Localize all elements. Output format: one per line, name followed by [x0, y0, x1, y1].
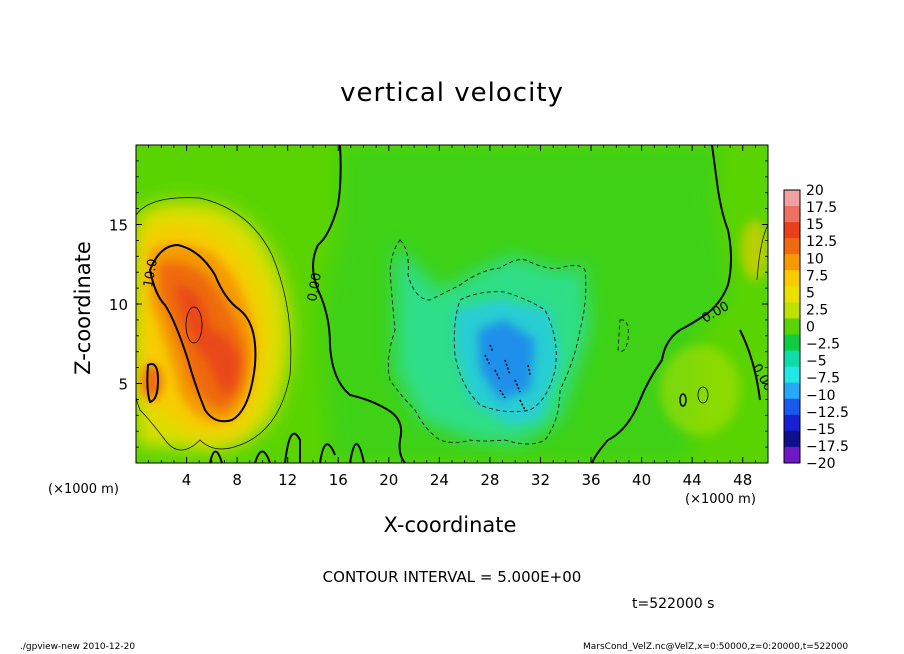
x-tick-label: 28	[480, 471, 499, 489]
x-axis-ticks: 4 8 12 16 20 24 28 32 36 40 44 48	[148, 145, 756, 489]
colorbar-swatch	[784, 398, 800, 416]
colorbar-swatch	[784, 446, 800, 464]
footer-right: MarsCond_VelZ.nc@VelZ,x=0:50000,z=0:2000…	[583, 642, 849, 652]
x-tick-label: 4	[182, 471, 192, 489]
y-axis-label: Z-coordinate	[71, 241, 95, 375]
colorbar-swatch	[784, 350, 800, 368]
x-tick-label: 36	[581, 471, 600, 489]
colorbar-swatch	[784, 254, 800, 271]
contour-minus-5	[387, 239, 587, 445]
zero-loop-5	[209, 450, 223, 463]
x-tick-label: 20	[379, 471, 398, 489]
colorbar-label: −2.5	[806, 337, 840, 353]
colorbar-label: −12.5	[806, 405, 849, 421]
y-tick-label: 5	[118, 376, 128, 394]
colorbar-label: −7.5	[806, 371, 840, 387]
colorbar-swatch	[784, 430, 800, 448]
colorbar-swatch	[784, 334, 800, 352]
zero-loop-2	[284, 432, 301, 463]
zero-loop-6	[679, 393, 687, 407]
colorbar-label: −10	[806, 388, 836, 404]
colorbar-label: 12.5	[806, 234, 837, 250]
contour-10-small	[146, 363, 160, 404]
colorbar-swatch	[784, 206, 800, 223]
colorbar-swatch	[784, 414, 800, 432]
contour-5-right	[697, 386, 709, 404]
contour-label-10: 10.0	[141, 258, 161, 289]
colorbar-label: 0	[806, 320, 815, 336]
colorbar-swatch	[784, 238, 800, 255]
y-axis-ticks: 5 10 15	[109, 160, 768, 448]
contour-15	[185, 306, 203, 344]
contour-10	[148, 243, 257, 423]
x-tick-label: 44	[683, 471, 702, 489]
footer-left: ./gpview-new 2010-12-20	[20, 642, 136, 652]
colorbar-label: −20	[806, 456, 836, 472]
colorbar-label: 15	[806, 217, 824, 233]
colorbar-label: 2.5	[806, 302, 828, 318]
zero-right-edge	[739, 329, 761, 401]
contour-label-zero-1: 0.00	[305, 272, 325, 303]
x-tick-label: 16	[329, 471, 348, 489]
x-tick-label: 24	[430, 471, 449, 489]
colorbar-frame	[783, 189, 801, 464]
colorbar-swatch	[784, 302, 800, 319]
updraft-peak	[175, 285, 210, 360]
right-edge-warm	[741, 220, 768, 280]
contour-minus-5-right	[617, 319, 629, 352]
colorbar-swatch	[784, 318, 800, 336]
x-unit-label-left: (×1000 m)	[48, 482, 119, 497]
velocity-field: 10.0 0.00 0.00 0.00	[136, 145, 768, 463]
edge-updraft	[142, 364, 162, 400]
contour-zero-left	[312, 145, 406, 463]
contour-5-right-edge	[756, 224, 768, 281]
colorbar-swatch	[784, 190, 800, 207]
colorbar-label: 20	[806, 183, 824, 199]
updraft-peak-2	[205, 330, 240, 395]
colorbar-swatch	[784, 270, 800, 287]
colorbar-swatch	[784, 222, 800, 239]
y-tick-label: 10	[109, 296, 128, 314]
time-label: t=522000 s	[632, 596, 715, 612]
x-tick-label: 32	[531, 471, 550, 489]
colorbar-label: 10	[806, 251, 824, 267]
colorbar-swatch	[784, 382, 800, 400]
colorbar-label: −15	[806, 422, 836, 438]
x-unit-label-right: (×1000 m)	[685, 492, 756, 507]
x-tick-label: 12	[278, 471, 297, 489]
colorbar-label: 7.5	[806, 268, 828, 284]
chart-title: vertical velocity	[340, 78, 564, 108]
colorbar-label: −17.5	[806, 439, 849, 455]
colorbar-swatch	[784, 366, 800, 384]
y-tick-label: 15	[109, 217, 128, 235]
contour-interval-text: CONTOUR INTERVAL = 5.000E+00	[322, 568, 582, 586]
x-tick-label: 8	[232, 471, 242, 489]
contour-minus-5-inner	[453, 291, 557, 413]
right-low-warm	[660, 345, 740, 435]
x-tick-label: 48	[733, 471, 752, 489]
zero-loop-3	[319, 443, 336, 463]
colorbar-label: −5	[806, 354, 827, 370]
x-axis-label: X-coordinate	[383, 513, 517, 537]
zero-loop-1	[254, 450, 271, 463]
contour-lines	[136, 145, 768, 463]
contour-zero-right	[591, 145, 732, 463]
colorbar-swatch	[784, 286, 800, 303]
x-tick-label: 40	[632, 471, 651, 489]
downdraft-core	[478, 320, 535, 400]
colorbar-label: 17.5	[806, 200, 837, 216]
contour-5-plume	[136, 197, 292, 451]
contour-minus-10	[484, 344, 531, 411]
colorbar-label: 5	[806, 285, 815, 301]
zero-loop-4	[349, 443, 365, 463]
